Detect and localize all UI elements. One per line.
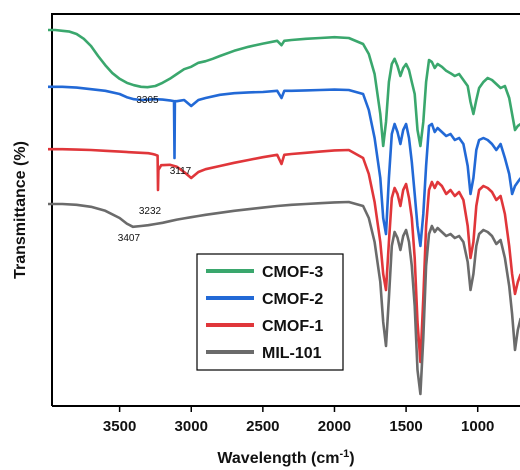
series-line-cmof-3 xyxy=(48,28,520,148)
series-line-mil-101 xyxy=(48,200,520,396)
x-ticks: 3500 3000 2500 2000 1500 1000 xyxy=(103,406,494,435)
legend-items: CMOF-3 CMOF-2 CMOF-1 MIL-101 xyxy=(206,264,323,362)
x-tick-label: 1500 xyxy=(389,418,422,435)
peak-annotation: 3117 xyxy=(170,166,192,177)
legend-label: CMOF-1 xyxy=(262,318,323,335)
series-line-cmof-2 xyxy=(48,85,520,248)
legend: CMOF-3 CMOF-2 CMOF-1 MIL-101 xyxy=(196,253,344,371)
legend-label: MIL-101 xyxy=(262,345,322,362)
annotation-layer: 3305 3117 3232 3407 xyxy=(118,95,192,244)
series-layer xyxy=(48,28,520,396)
x-tick-label: 1000 xyxy=(461,418,494,435)
x-tick-label: 2500 xyxy=(246,418,279,435)
x-tick-label: 3500 xyxy=(103,418,136,435)
x-axis-title-sup: -1 xyxy=(339,448,349,460)
legend-label: CMOF-3 xyxy=(262,264,323,281)
series-line-cmof-1 xyxy=(48,147,520,364)
x-axis-title-end: ) xyxy=(349,450,354,467)
x-axis-title: Wavelength (cm-1) xyxy=(217,448,354,467)
peak-annotation: 3305 xyxy=(136,95,159,106)
x-tick-label: 2000 xyxy=(318,418,351,435)
axis-frame xyxy=(51,13,520,406)
x-tick-label: 3000 xyxy=(175,418,208,435)
y-axis-title: Transmittance (%) xyxy=(12,141,29,279)
peak-annotation: 3232 xyxy=(139,206,162,217)
peak-annotation: 3407 xyxy=(118,233,141,244)
x-axis-title-main: Wavelength (cm xyxy=(217,450,339,467)
plot-area xyxy=(51,13,520,407)
legend-label: CMOF-2 xyxy=(262,291,323,308)
